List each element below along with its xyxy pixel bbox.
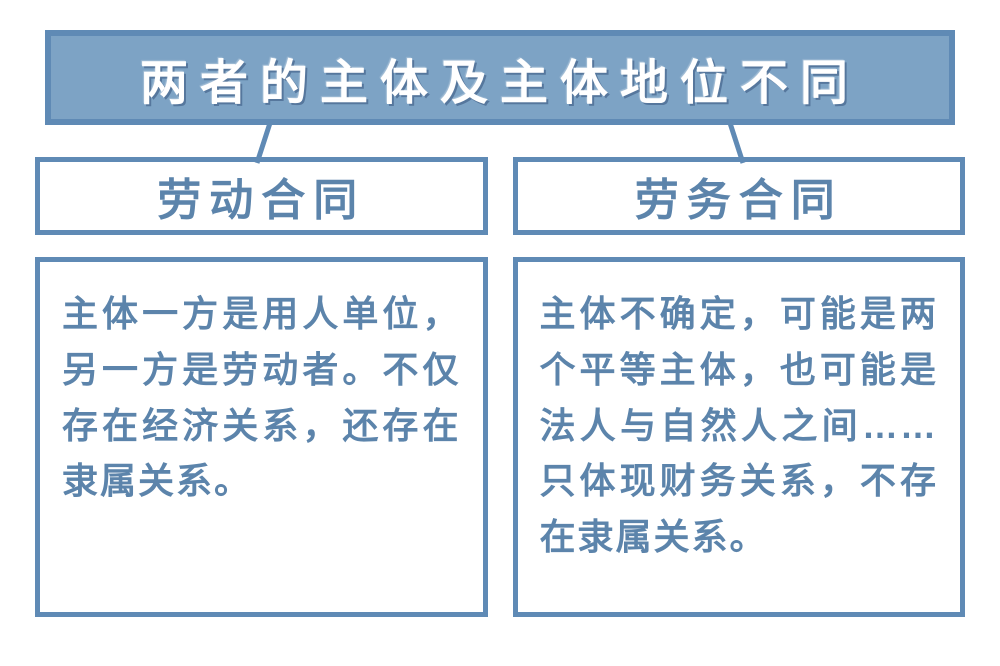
subheader-right: 劳务合同: [513, 157, 966, 235]
diagram-container: 两者的主体及主体地位不同 劳动合同 主体一方是用人单位，另一方是劳动者。不仅存在…: [35, 30, 965, 636]
subheader-right-title: 劳务合同: [635, 164, 843, 228]
connector-left: [255, 122, 273, 163]
header-title: 两者的主体及主体地位不同: [140, 43, 860, 113]
connectors: [35, 125, 965, 165]
subheader-left: 劳动合同: [35, 157, 488, 235]
connector-right: [728, 122, 746, 163]
column-right: 劳务合同 主体不确定，可能是两个平等主体，也可能是法人与自然人之间……只体现财务…: [513, 157, 966, 617]
content-box-left: 主体一方是用人单位，另一方是劳动者。不仅存在经济关系，还存在隶属关系。: [35, 257, 488, 617]
subheader-left-title: 劳动合同: [157, 164, 365, 228]
content-box-right: 主体不确定，可能是两个平等主体，也可能是法人与自然人之间……只体现财务关系，不存…: [513, 257, 966, 617]
header-box: 两者的主体及主体地位不同: [45, 30, 955, 125]
column-left: 劳动合同 主体一方是用人单位，另一方是劳动者。不仅存在经济关系，还存在隶属关系。: [35, 157, 488, 617]
content-right-text: 主体不确定，可能是两个平等主体，也可能是法人与自然人之间……只体现财务关系，不存…: [540, 286, 939, 565]
content-left-text: 主体一方是用人单位，另一方是劳动者。不仅存在经济关系，还存在隶属关系。: [62, 286, 461, 509]
columns-row: 劳动合同 主体一方是用人单位，另一方是劳动者。不仅存在经济关系，还存在隶属关系。…: [35, 157, 965, 617]
